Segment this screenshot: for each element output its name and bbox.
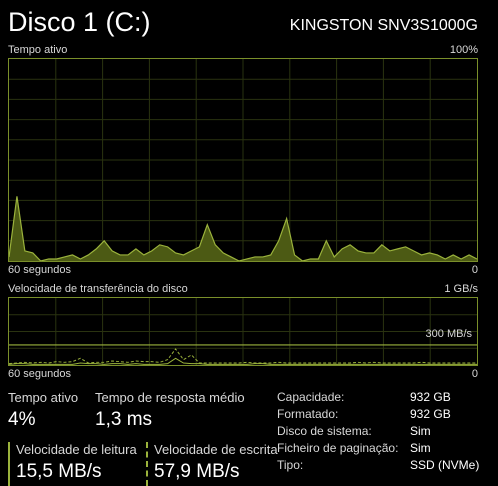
write-speed-label: Velocidade de escrita <box>154 442 278 457</box>
transfer-graph <box>8 297 478 366</box>
system-disk-label: Disco de sistema: <box>277 424 372 438</box>
transfer-graph-label: Velocidade de transferência do disco <box>8 283 188 295</box>
capacity-label: Capacidade: <box>277 390 345 404</box>
write-speed-value: 57,9 MB/s <box>154 461 240 482</box>
disk-model: KINGSTON SNV3S1000G <box>289 17 478 34</box>
transfer-chart <box>9 298 477 365</box>
page-file-value: Sim <box>410 441 431 455</box>
active-time-duration-label: 60 segundos <box>8 264 71 276</box>
disk-title: Disco 1 (C:) <box>8 7 151 37</box>
active-time-min-label: 0 <box>471 264 478 276</box>
response-time-stat-label: Tempo de resposta médio <box>95 390 245 405</box>
transfer-min-label: 0 <box>471 368 478 380</box>
formatted-value: 932 GB <box>410 407 451 421</box>
active-time-stat: Tempo ativo 4% <box>8 390 78 431</box>
active-time-graph <box>8 58 478 262</box>
type-label: Tipo: <box>277 458 304 472</box>
read-speed-line <box>9 357 477 365</box>
active-time-max-label: 100% <box>449 44 478 56</box>
active-time-line <box>9 196 477 261</box>
transfer-reference-label: 300 MB/s <box>425 328 472 340</box>
transfer-max-label: 1 GB/s <box>444 283 478 295</box>
read-speed-stat: Velocidade de leitura 15,5 MB/s <box>8 442 137 486</box>
type-value: SSD (NVMe) <box>410 458 480 472</box>
write-speed-stat: Velocidade de escrita 57,9 MB/s <box>146 442 278 486</box>
capacity-value: 932 GB <box>410 390 451 404</box>
active-time-area <box>9 196 477 261</box>
read-speed-label: Velocidade de leitura <box>16 442 137 457</box>
page-file-label: Ficheiro de paginação: <box>277 441 399 455</box>
disk-properties-labels: Capacidade: Formatado: Disco de sistema:… <box>277 389 398 474</box>
transfer-duration-label: 60 segundos <box>8 368 71 380</box>
active-time-chart <box>9 59 477 261</box>
active-time-graph-label: Tempo ativo <box>8 44 68 56</box>
write-speed-line <box>9 348 477 365</box>
response-time-stat-value: 1,3 ms <box>95 409 153 430</box>
system-disk-value: Sim <box>410 424 431 438</box>
read-speed-value: 15,5 MB/s <box>16 461 102 482</box>
active-time-stat-label: Tempo ativo <box>8 390 79 405</box>
active-time-stat-value: 4% <box>8 409 36 430</box>
formatted-label: Formatado: <box>277 407 339 421</box>
disk-properties-values: 932 GB 932 GB Sim Sim SSD (NVMe) <box>410 389 479 474</box>
response-time-stat: Tempo de resposta médio 1,3 ms <box>95 390 245 431</box>
